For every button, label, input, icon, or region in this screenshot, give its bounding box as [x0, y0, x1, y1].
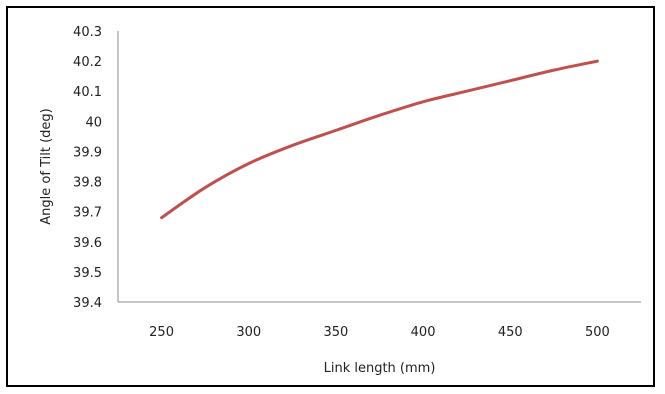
y-tick-label: 40.3 [73, 25, 102, 40]
x-tick-labels: 250 300 350 400 450 500 [149, 325, 610, 340]
series-layer [160, 59, 599, 220]
y-tick-label: 39.7 [73, 206, 102, 221]
y-tick-label: 40.1 [73, 85, 102, 100]
y-tick-label: 40.2 [73, 55, 102, 70]
x-axis-title: Link length (mm) [324, 361, 436, 376]
y-tick-labels: 40.3 40.2 40.1 40 39.9 39.8 39.7 39.6 39.5 39.4 [73, 25, 102, 311]
axes [117, 31, 641, 303]
chart-frame [6, 6, 655, 387]
y-tick-label: 39.9 [73, 145, 102, 160]
y-tick-label: 39.4 [73, 296, 102, 311]
x-tick-label: 400 [411, 325, 436, 340]
x-tick-label: 250 [149, 325, 174, 340]
series-line [160, 59, 599, 220]
y-tick-label: 39.8 [73, 176, 102, 191]
y-axis-title: Angle of Tilt (deg) [39, 108, 54, 224]
x-tick-label: 300 [236, 325, 261, 340]
x-tick-label: 350 [324, 325, 349, 340]
y-tick-label: 39.6 [73, 236, 102, 251]
x-tick-label: 450 [498, 325, 523, 340]
y-tick-label: 39.5 [73, 266, 102, 281]
x-tick-label: 500 [585, 325, 610, 340]
y-tick-label: 40 [85, 115, 102, 130]
